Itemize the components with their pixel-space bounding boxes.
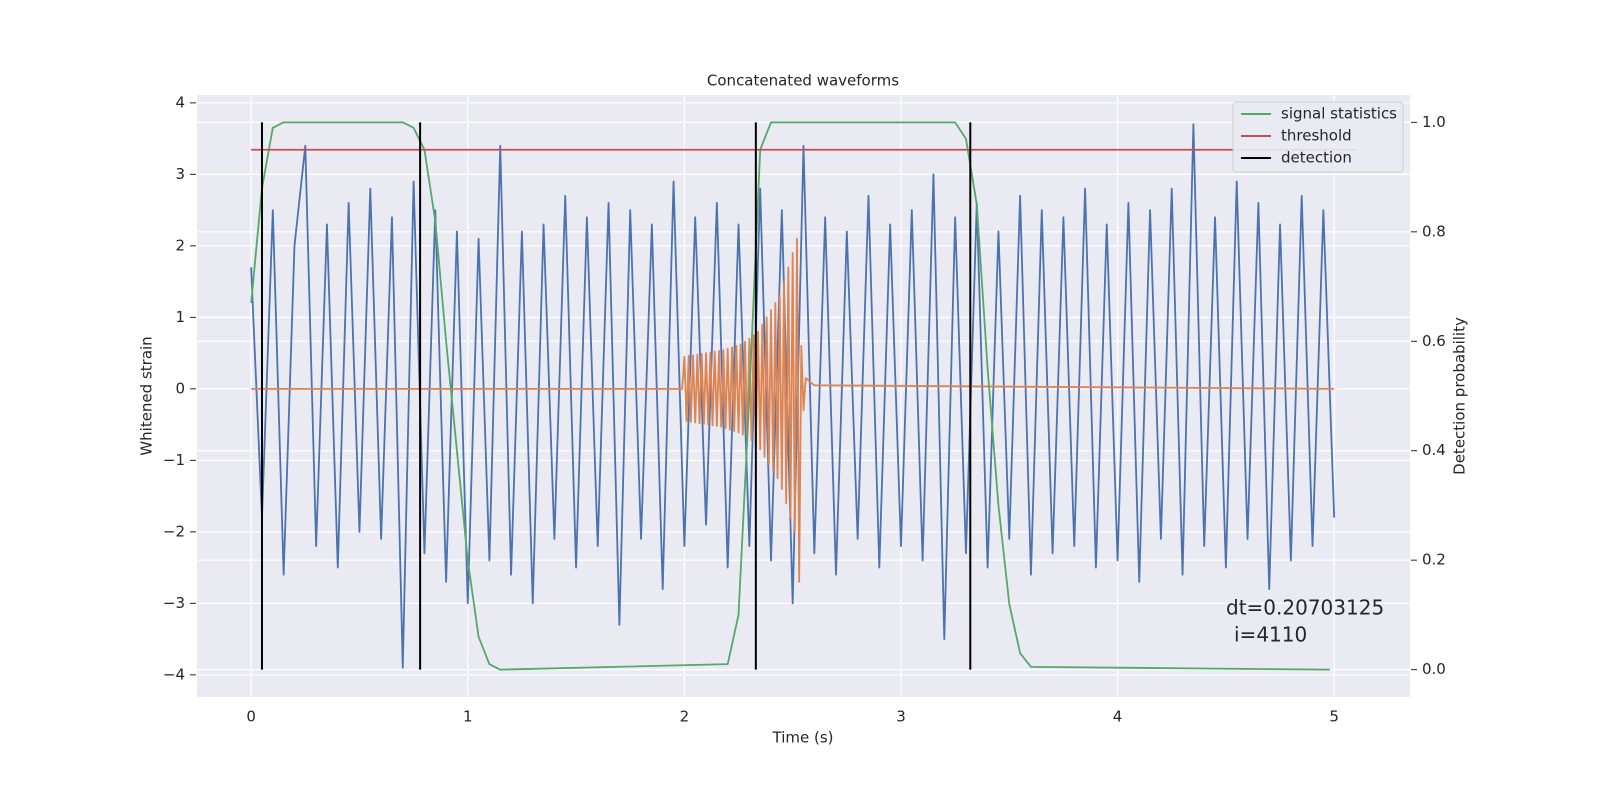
y-tick-label: −2 bbox=[163, 522, 185, 540]
x-tick-label: 1 bbox=[463, 708, 473, 726]
series-line bbox=[250, 123, 1336, 669]
series-line bbox=[251, 237, 1335, 583]
y-tick-label: 4 bbox=[175, 93, 185, 111]
x-tick-label: 5 bbox=[1329, 708, 1339, 726]
x-tick-label: 2 bbox=[680, 708, 690, 726]
legend-box bbox=[1232, 101, 1404, 173]
y2-tick-label: 0.2 bbox=[1422, 551, 1446, 569]
y2-tick-label: 1.0 bbox=[1422, 113, 1446, 131]
y-tick-label: −4 bbox=[163, 665, 185, 683]
x-tick-label: 4 bbox=[1113, 708, 1123, 726]
y-tick-label: 0 bbox=[175, 379, 185, 397]
y-axis-label: Whitened strain bbox=[138, 336, 156, 455]
plot-area bbox=[250, 121, 1356, 671]
y2-tick-label: 0.4 bbox=[1422, 441, 1446, 459]
series-line bbox=[250, 121, 1330, 671]
y2-tick-label: 0.6 bbox=[1422, 332, 1446, 350]
x-axis-label: Time (s) bbox=[772, 729, 834, 747]
y-tick-label: 3 bbox=[175, 165, 185, 183]
y-tick-label: −3 bbox=[163, 594, 185, 612]
y-tick-label: −1 bbox=[163, 451, 185, 469]
chart-title: Concatenated waveforms bbox=[707, 72, 899, 90]
x-tick-label: 0 bbox=[246, 708, 256, 726]
y-tick-label: 2 bbox=[175, 236, 185, 254]
annotation: dt=0.20703125 bbox=[1226, 596, 1384, 620]
y2-tick-label: 0.0 bbox=[1422, 660, 1446, 678]
annotation: i=4110 bbox=[1234, 623, 1307, 647]
y-tick-label: 1 bbox=[175, 308, 185, 326]
x-tick-label: 3 bbox=[896, 708, 906, 726]
y2-axis-label: Detection probability bbox=[1451, 317, 1469, 475]
legend-label: threshold bbox=[1281, 127, 1352, 145]
y2-tick-label: 0.8 bbox=[1422, 222, 1446, 240]
legend-label: signal statistics bbox=[1281, 105, 1397, 123]
legend-label: detection bbox=[1281, 149, 1352, 167]
